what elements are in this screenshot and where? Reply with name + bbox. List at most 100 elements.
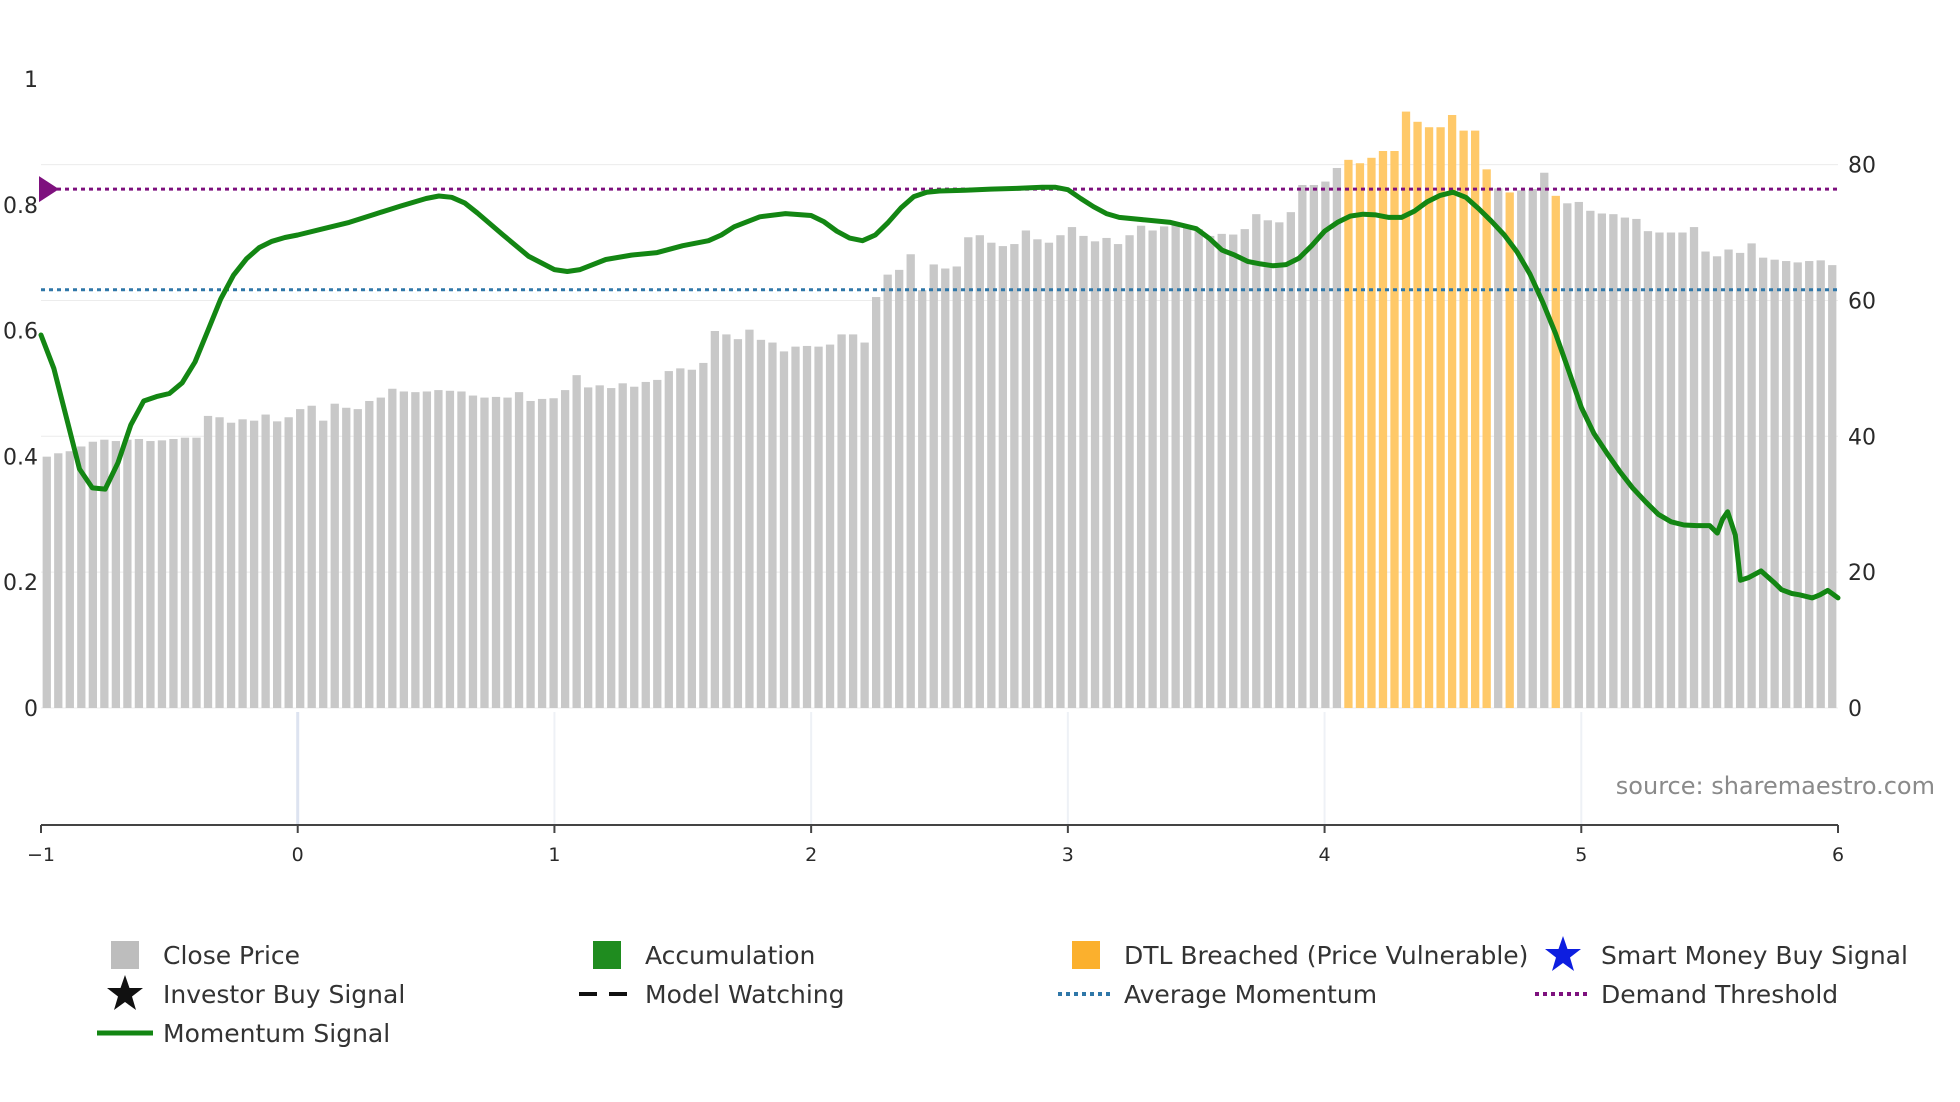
y-right-tick-label: 20 bbox=[1848, 561, 1876, 586]
close-price-bar bbox=[1828, 265, 1837, 708]
close-price-bar bbox=[134, 439, 144, 708]
y-left-tick-label: 1 bbox=[24, 68, 38, 93]
close-price-bar bbox=[365, 400, 374, 708]
close-price-bar bbox=[768, 342, 777, 708]
close-price-bar bbox=[376, 397, 385, 708]
close-price-bar bbox=[1805, 261, 1814, 708]
close-price-bar bbox=[1689, 227, 1699, 708]
close-price-bar bbox=[1056, 235, 1065, 709]
close-price-bar bbox=[699, 362, 708, 708]
close-price-bar bbox=[1793, 262, 1802, 708]
close-price-bar bbox=[560, 390, 570, 708]
close-price-bar bbox=[1206, 235, 1215, 708]
dtl-breached-bar bbox=[1401, 111, 1411, 709]
close-price-bar bbox=[169, 439, 178, 708]
dtl-breached-bar bbox=[1413, 121, 1422, 709]
close-price-bar bbox=[468, 395, 478, 708]
close-price-bar bbox=[203, 415, 213, 708]
y-left-tick-label: 0.8 bbox=[3, 194, 38, 219]
close-price-bar bbox=[1332, 167, 1342, 709]
close-price-bar bbox=[595, 385, 604, 708]
close-price-bar bbox=[319, 420, 328, 708]
close-price-bar bbox=[1666, 232, 1676, 708]
dtl-breached-bar bbox=[1471, 130, 1480, 708]
close-price-bar bbox=[1586, 210, 1595, 708]
close-price-bar bbox=[1701, 251, 1710, 708]
dtl-breached-bar bbox=[1378, 151, 1388, 708]
close-price-bar bbox=[791, 346, 800, 708]
close-price-bar bbox=[1113, 244, 1123, 708]
y-left-tick-label: 0 bbox=[24, 697, 38, 722]
close-price-bar bbox=[1183, 225, 1192, 708]
close-price-bar bbox=[1540, 172, 1549, 709]
close-price-bar bbox=[814, 346, 823, 708]
close-price-bar bbox=[1724, 249, 1733, 708]
close-price-bar bbox=[1643, 231, 1653, 708]
close-price-bar bbox=[146, 441, 155, 708]
dtl-breached-bar bbox=[1505, 192, 1514, 708]
close-price-bar bbox=[641, 381, 650, 708]
close-price-bar bbox=[1090, 241, 1100, 708]
close-price-bar bbox=[1102, 237, 1111, 708]
close-price-bar bbox=[1044, 242, 1054, 708]
close-price-bar bbox=[1517, 190, 1526, 708]
close-price-bar bbox=[1747, 243, 1756, 708]
close-price-bar bbox=[1194, 229, 1203, 708]
dtl-breached-bar bbox=[1436, 127, 1445, 709]
x-tick-label: 5 bbox=[1575, 844, 1587, 866]
close-price-bar bbox=[802, 345, 812, 708]
close-price-bar bbox=[1148, 230, 1157, 709]
dtl-breached-bar bbox=[1551, 195, 1560, 708]
close-price-bar bbox=[273, 421, 282, 708]
y-right-tick-label: 80 bbox=[1848, 154, 1876, 179]
close-price-bar bbox=[952, 266, 961, 708]
y-left-tick-label: 0.6 bbox=[3, 320, 38, 345]
close-price-bar bbox=[342, 407, 351, 708]
y-left-tick-label: 0.2 bbox=[3, 571, 38, 596]
close-price-bar bbox=[1171, 224, 1180, 709]
close-price-bars bbox=[42, 111, 1837, 709]
x-tick-label: −1 bbox=[27, 844, 55, 866]
close-price-bar bbox=[1494, 188, 1503, 709]
close-price-bar bbox=[434, 390, 443, 708]
close-price-bar bbox=[676, 368, 685, 708]
close-price-bar bbox=[745, 329, 754, 708]
close-price-bar bbox=[226, 422, 236, 708]
close-price-bar bbox=[607, 388, 616, 708]
close-price-bar bbox=[1321, 181, 1330, 708]
dtl-breached-bar bbox=[1390, 151, 1399, 708]
close-price-bar bbox=[1678, 232, 1687, 708]
grid-lines bbox=[41, 164, 1838, 825]
close-price-bar bbox=[88, 441, 97, 708]
close-price-bar bbox=[664, 371, 673, 708]
close-price-bar bbox=[353, 409, 362, 708]
dtl-breached-bar bbox=[1367, 157, 1376, 709]
close-price-bar bbox=[964, 237, 973, 708]
close-price-bar bbox=[445, 390, 455, 708]
momentum-signal-layer bbox=[38, 184, 1841, 601]
close-price-bar bbox=[929, 264, 938, 708]
close-price-bar bbox=[296, 409, 305, 708]
close-price-bar bbox=[872, 297, 881, 708]
close-price-bar bbox=[111, 441, 121, 708]
close-price-bar bbox=[1229, 234, 1238, 709]
close-price-bar bbox=[249, 420, 259, 708]
x-tick-label: 1 bbox=[548, 844, 560, 866]
close-price-bar bbox=[998, 246, 1007, 708]
close-price-bar bbox=[1309, 184, 1319, 709]
close-price-bar bbox=[491, 396, 501, 708]
close-price-bar bbox=[42, 456, 51, 708]
close-price-bar bbox=[756, 339, 766, 708]
close-price-bar bbox=[1735, 252, 1745, 708]
close-price-bar bbox=[1782, 261, 1791, 708]
close-price-bar bbox=[457, 391, 466, 708]
close-price-bar bbox=[653, 379, 662, 708]
x-tick-label: 0 bbox=[292, 844, 304, 866]
dtl-breached-bar bbox=[1344, 159, 1353, 708]
close-price-bar bbox=[941, 268, 950, 708]
close-price-bar bbox=[422, 391, 432, 708]
y-left-tick-label: 0.4 bbox=[3, 445, 38, 470]
close-price-bar bbox=[1574, 201, 1583, 708]
close-price-bar bbox=[399, 391, 408, 708]
